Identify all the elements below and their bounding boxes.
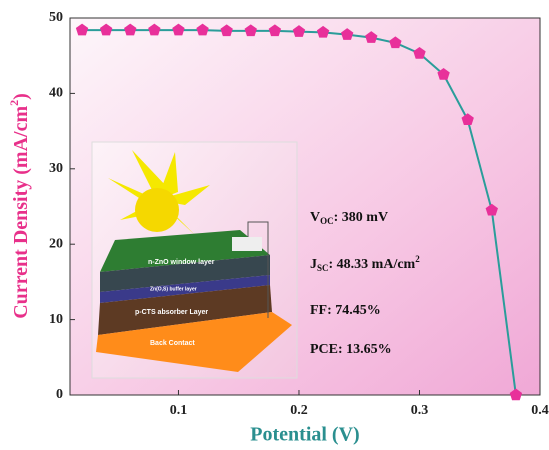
annotation-sub: SC [317, 263, 329, 273]
inset: n-ZnO window layer Zn(O,S) buffer layer … [92, 142, 297, 378]
annotation-rest: : 48.33 mA/cm [329, 257, 416, 272]
x-tick-label: 0.1 [170, 403, 188, 418]
y-label-end: ) [10, 93, 32, 100]
annotation-main: PCE: 13.65% [310, 342, 392, 357]
annotation: PCE: 13.65% [310, 342, 392, 357]
y-tick-label: 30 [49, 161, 63, 176]
x-axis-label: Potential (V) [250, 424, 359, 446]
annotation-rest: : 380 mV [334, 210, 388, 225]
annotation-sub: OC [320, 216, 334, 226]
x-tick-label: 0.2 [290, 403, 308, 418]
y-tick-label: 10 [49, 312, 63, 327]
y-tick-label: 0 [56, 387, 63, 402]
y-tick-label: 20 [49, 236, 63, 251]
inset-label: Back Contact [150, 340, 195, 347]
inset-label: n-ZnO window layer [148, 259, 215, 266]
annotation: FF: 74.45% [310, 303, 381, 318]
x-tick-label: 0.4 [531, 403, 549, 418]
annotation-main: FF: 74.45% [310, 303, 381, 318]
annotation-main: J [310, 257, 317, 272]
y-tick-label: 40 [49, 86, 63, 101]
y-label-text: Current Density (mA/cm [10, 106, 32, 319]
inset-label: p-CTS absorber Layer [135, 309, 208, 316]
y-axis-label: Current Density (mA/cm2) [7, 93, 32, 319]
y-tick-label: 50 [49, 10, 63, 25]
annotation-main: V [310, 210, 320, 225]
annotation-sup: 2 [415, 254, 420, 264]
chart: n-ZnO window layer Zn(O,S) buffer layer … [0, 0, 549, 450]
x-tick-label: 0.3 [411, 403, 429, 418]
inset-label: Zn(O,S) buffer layer [150, 286, 197, 292]
